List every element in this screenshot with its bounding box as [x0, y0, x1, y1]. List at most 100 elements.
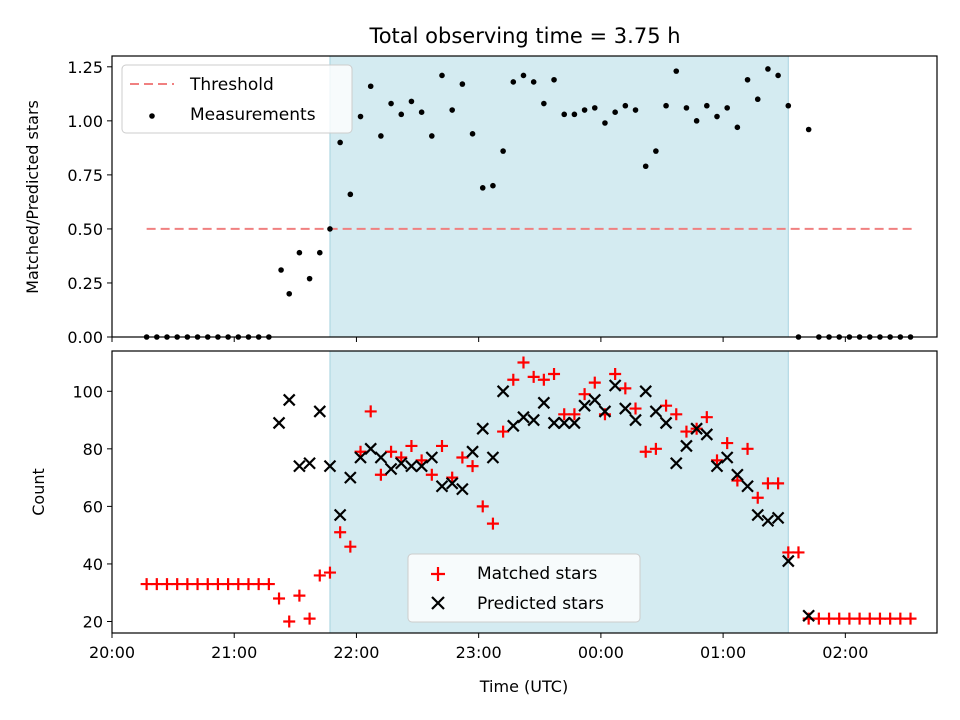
- matched-star-point: [415, 454, 428, 467]
- measurement-point: [316, 249, 323, 256]
- chart-title: Total observing time = 3.75 h: [368, 24, 680, 48]
- measurement-point: [571, 111, 578, 118]
- measurement-point: [408, 98, 415, 105]
- bottom-x-tick-label: 01:00: [700, 643, 746, 662]
- predicted-star-point: [527, 413, 540, 427]
- measurement-point: [418, 109, 425, 115]
- top-legend: Threshold Measurements: [121, 64, 353, 134]
- predicted-star-point: [354, 451, 367, 464]
- predicted-star-point: [802, 609, 815, 623]
- matched-star-point: [171, 578, 184, 591]
- bottom-legend-box: [407, 553, 641, 623]
- predicted-legend-swatch: [431, 596, 445, 610]
- measurement-point: [785, 102, 792, 109]
- bottom-x-tick-label: 21:00: [211, 643, 257, 662]
- matched-star-point: [395, 451, 408, 464]
- matched-star-point: [150, 578, 163, 591]
- top-y-tick-label: 0.25: [67, 274, 103, 293]
- measurement-point: [602, 120, 608, 126]
- predicted-star-point: [741, 479, 754, 493]
- matched-star-point: [792, 546, 805, 559]
- measurement-point: [337, 139, 343, 146]
- predicted-star-point: [364, 442, 377, 456]
- measurement-point: [775, 72, 781, 79]
- measurement-point: [479, 185, 486, 191]
- bottom-y-tick-label: 60: [83, 497, 103, 516]
- matched-star-point: [252, 578, 265, 591]
- predicted-star-point: [466, 445, 479, 458]
- matched-star-point: [884, 612, 897, 625]
- matched-star-point: [853, 612, 866, 625]
- predicted-star-point: [578, 399, 591, 412]
- top-plot-frame: [111, 55, 938, 338]
- top-y-axis: 0.00 0.25 0.50 0.75 1.00 1.25: [67, 58, 112, 347]
- predicted-star-point: [303, 456, 316, 470]
- measurement-point: [296, 249, 303, 256]
- measurement-point: [541, 100, 547, 107]
- matched-star-point: [507, 373, 520, 386]
- predicted-star-point: [486, 451, 500, 464]
- matched-star-point: [344, 540, 357, 553]
- matched-star-point: [181, 578, 194, 591]
- measurement-point: [388, 100, 394, 107]
- measurement-point: [439, 72, 445, 79]
- matched-star-point: [425, 468, 438, 481]
- predicted-star-point: [405, 459, 418, 473]
- matched-star-point: [537, 373, 550, 386]
- predicted-star-point: [751, 508, 765, 522]
- predicted-star-point: [700, 428, 714, 441]
- predicted-star-point: [425, 451, 439, 464]
- predicted-star-point: [629, 413, 642, 427]
- predicted-star-point: [547, 416, 561, 430]
- predicted-star-point: [761, 514, 775, 528]
- measurement-point: [642, 163, 649, 170]
- top-y-tick-label: 1.25: [67, 58, 103, 77]
- measurement-point: [683, 105, 690, 111]
- measurements-legend-label: Measurements: [190, 105, 316, 125]
- matched-star-point: [904, 612, 917, 625]
- measurement-point: [693, 118, 700, 124]
- matched-star-point: [293, 589, 306, 602]
- bottom-y-tick-label: 100: [72, 382, 103, 401]
- measurement-point: [367, 83, 374, 90]
- measurement-point: [510, 79, 517, 85]
- predicted-star-point: [690, 422, 703, 435]
- matched-star-point: [374, 468, 387, 481]
- matched-star-point: [843, 612, 856, 625]
- matched-star-point: [548, 368, 561, 381]
- matched-star-point: [405, 439, 418, 452]
- measurement-point: [805, 126, 812, 133]
- matched-star-point: [517, 356, 530, 369]
- top-shaded-interval: [329, 55, 789, 338]
- measurement-point: [714, 113, 720, 120]
- matched-star-point: [313, 569, 326, 582]
- matched-star-point: [486, 517, 499, 530]
- predicted-star-point: [415, 459, 428, 473]
- predicted-star-point: [771, 511, 785, 525]
- predicted-star-point: [680, 439, 693, 453]
- matched-star-point: [558, 408, 571, 421]
- predicted-star-point: [282, 393, 296, 407]
- predicted-star-point: [507, 419, 520, 433]
- matched-star-point: [354, 445, 367, 458]
- measurement-point: [530, 79, 537, 85]
- predicted-star-point: [557, 416, 571, 430]
- measurement-point: [469, 131, 476, 137]
- matched-star-point: [680, 425, 693, 438]
- bottom-x-tick-label: 23:00: [456, 643, 502, 662]
- measurement-point: [286, 290, 293, 297]
- measurement-point: [653, 148, 659, 154]
- measurement-point: [612, 109, 618, 115]
- predicted-star-point: [588, 393, 602, 407]
- measurement-point: [704, 102, 710, 109]
- matched-star-point: [232, 578, 245, 591]
- matched-star-point: [466, 460, 479, 473]
- matched-star-point: [731, 474, 744, 487]
- measurement-point: [327, 226, 333, 232]
- matched-star-point: [334, 526, 347, 539]
- bottom-x-tick-label: 22:00: [333, 643, 379, 662]
- predicted-star-point: [639, 385, 652, 398]
- measurement-point: [561, 111, 568, 118]
- matched-star-point: [211, 578, 224, 591]
- matched-star-point: [772, 477, 785, 490]
